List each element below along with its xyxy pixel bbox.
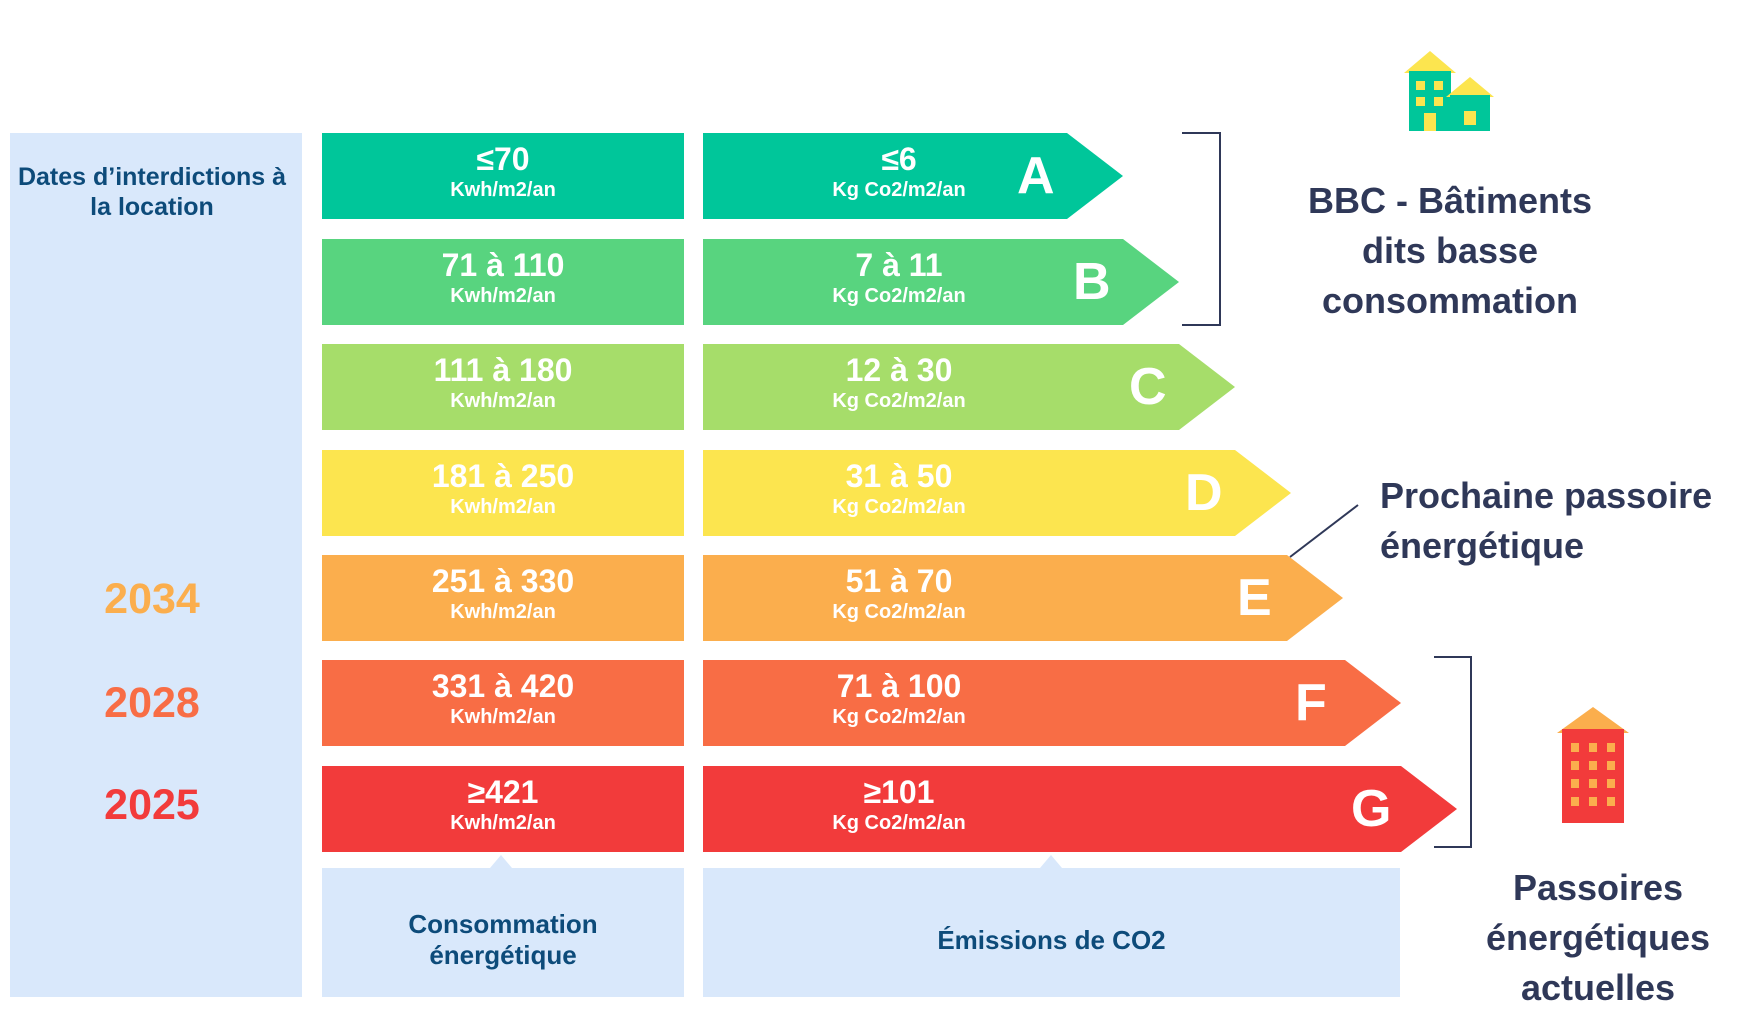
- consumption-bar-a: ≤70 Kwh/m2/an: [322, 133, 684, 219]
- class-letter-a: A: [1017, 147, 1055, 205]
- emission-text: 12 à 30 Kg Co2/m2/an: [703, 344, 1095, 414]
- red-building-icon: [1557, 707, 1629, 823]
- class-letter-f: F: [1295, 674, 1327, 732]
- consumption-value: 331 à 420: [431, 668, 575, 704]
- class-letter-e: E: [1237, 569, 1272, 627]
- emission-value: 51 à 70: [845, 563, 953, 599]
- green-houses-icon: [1404, 51, 1494, 131]
- emission-unit: Kg Co2/m2/an: [832, 179, 966, 201]
- emission-value: ≤6: [881, 141, 917, 177]
- consumption-unit: Kwh/m2/an: [450, 496, 556, 518]
- next-sieve-pointer: [1289, 504, 1359, 558]
- emission-value: 31 à 50: [845, 458, 953, 494]
- class-letter-c: C: [1129, 358, 1167, 416]
- emission-arrow-b: 7 à 11 Kg Co2/m2/an B: [703, 239, 1179, 325]
- arrow-shape: [703, 239, 1179, 325]
- arrow-shape: [703, 450, 1291, 536]
- emissions-label: Émissions de CO2: [937, 925, 1166, 955]
- emission-arrow-f: 71 à 100 Kg Co2/m2/an F: [703, 660, 1401, 746]
- dates-column-title: Dates d’interdictions à la location: [17, 163, 287, 221]
- emission-text: 51 à 70 Kg Co2/m2/an: [703, 555, 1095, 625]
- arrow-shape: [703, 133, 1123, 219]
- emission-unit: Kg Co2/m2/an: [832, 706, 966, 728]
- year-2034: 2034: [104, 575, 200, 623]
- arrow-shape: [703, 555, 1343, 641]
- emission-arrow-e: 51 à 70 Kg Co2/m2/an E: [703, 555, 1343, 641]
- consumption-value: 251 à 330: [431, 563, 575, 599]
- consumption-bar-c: 111 à 180 Kwh/m2/an: [322, 344, 684, 430]
- consumption-bar-e: 251 à 330 Kwh/m2/an: [322, 555, 684, 641]
- consumption-value: ≤70: [476, 141, 530, 177]
- emission-text: ≤6 Kg Co2/m2/an: [703, 133, 1095, 203]
- consumption-value: 111 à 180: [433, 352, 573, 388]
- consumption-panel: [322, 855, 684, 997]
- consumption-value: ≥421: [467, 774, 539, 810]
- next-sieve-label: Prochaine passoire énergétique: [1380, 475, 1713, 566]
- emission-arrow-c: 12 à 30 Kg Co2/m2/an C: [703, 344, 1235, 430]
- emissions-panel: [703, 855, 1400, 997]
- consumption-bar-f: 331 à 420 Kwh/m2/an: [322, 660, 684, 746]
- current-sieves-label: Passoires énergétiques actuelles: [1485, 867, 1711, 1008]
- consumption-unit: Kwh/m2/an: [450, 706, 556, 728]
- class-letter-g: G: [1351, 780, 1392, 838]
- class-letter-d: D: [1185, 464, 1223, 522]
- consumption-bar-d: 181 à 250 Kwh/m2/an: [322, 450, 684, 536]
- current-sieves-bracket: [1434, 656, 1472, 848]
- emission-unit: Kg Co2/m2/an: [832, 285, 966, 307]
- consumption-unit: Kwh/m2/an: [450, 179, 556, 201]
- arrow-shape: [703, 766, 1457, 852]
- bbc-label: BBC - Bâtiments dits basse consommation: [1307, 180, 1593, 321]
- consumption-value: 71 à 110: [441, 247, 565, 283]
- emission-unit: Kg Co2/m2/an: [832, 812, 966, 834]
- consumption-bar-b: 71 à 110 Kwh/m2/an: [322, 239, 684, 325]
- emission-text: 31 à 50 Kg Co2/m2/an: [703, 450, 1095, 520]
- consumption-unit: Kwh/m2/an: [450, 285, 556, 307]
- consumption-unit: Kwh/m2/an: [450, 601, 556, 623]
- year-2028: 2028: [104, 679, 200, 727]
- emission-unit: Kg Co2/m2/an: [832, 496, 966, 518]
- arrow-shape: [703, 660, 1401, 746]
- consumption-unit: Kwh/m2/an: [450, 390, 556, 412]
- emission-value: 71 à 100: [836, 668, 962, 704]
- consumption-unit: Kwh/m2/an: [450, 812, 556, 834]
- class-letter-b: B: [1073, 253, 1111, 311]
- year-2025: 2025: [104, 781, 200, 829]
- emission-arrow-a: ≤6 Kg Co2/m2/an A: [703, 133, 1123, 219]
- emission-value: 12 à 30: [845, 352, 953, 388]
- emission-unit: Kg Co2/m2/an: [832, 601, 966, 623]
- arrow-shape: [703, 344, 1235, 430]
- emission-text: 71 à 100 Kg Co2/m2/an: [703, 660, 1095, 730]
- emission-value: ≥101: [863, 774, 935, 810]
- bbc-bracket: [1182, 132, 1221, 326]
- emission-value: 7 à 11: [855, 247, 943, 283]
- emission-text: 7 à 11 Kg Co2/m2/an: [703, 239, 1095, 309]
- emission-unit: Kg Co2/m2/an: [832, 390, 966, 412]
- emission-text: ≥101 Kg Co2/m2/an: [703, 766, 1095, 836]
- emission-arrow-g: ≥101 Kg Co2/m2/an G: [703, 766, 1457, 852]
- emission-arrow-d: 31 à 50 Kg Co2/m2/an D: [703, 450, 1291, 536]
- consumption-value: 181 à 250: [431, 458, 575, 494]
- consumption-label: Consommation énergétique: [408, 909, 598, 970]
- dates-column: [10, 133, 302, 997]
- consumption-bar-g: ≥421 Kwh/m2/an: [322, 766, 684, 852]
